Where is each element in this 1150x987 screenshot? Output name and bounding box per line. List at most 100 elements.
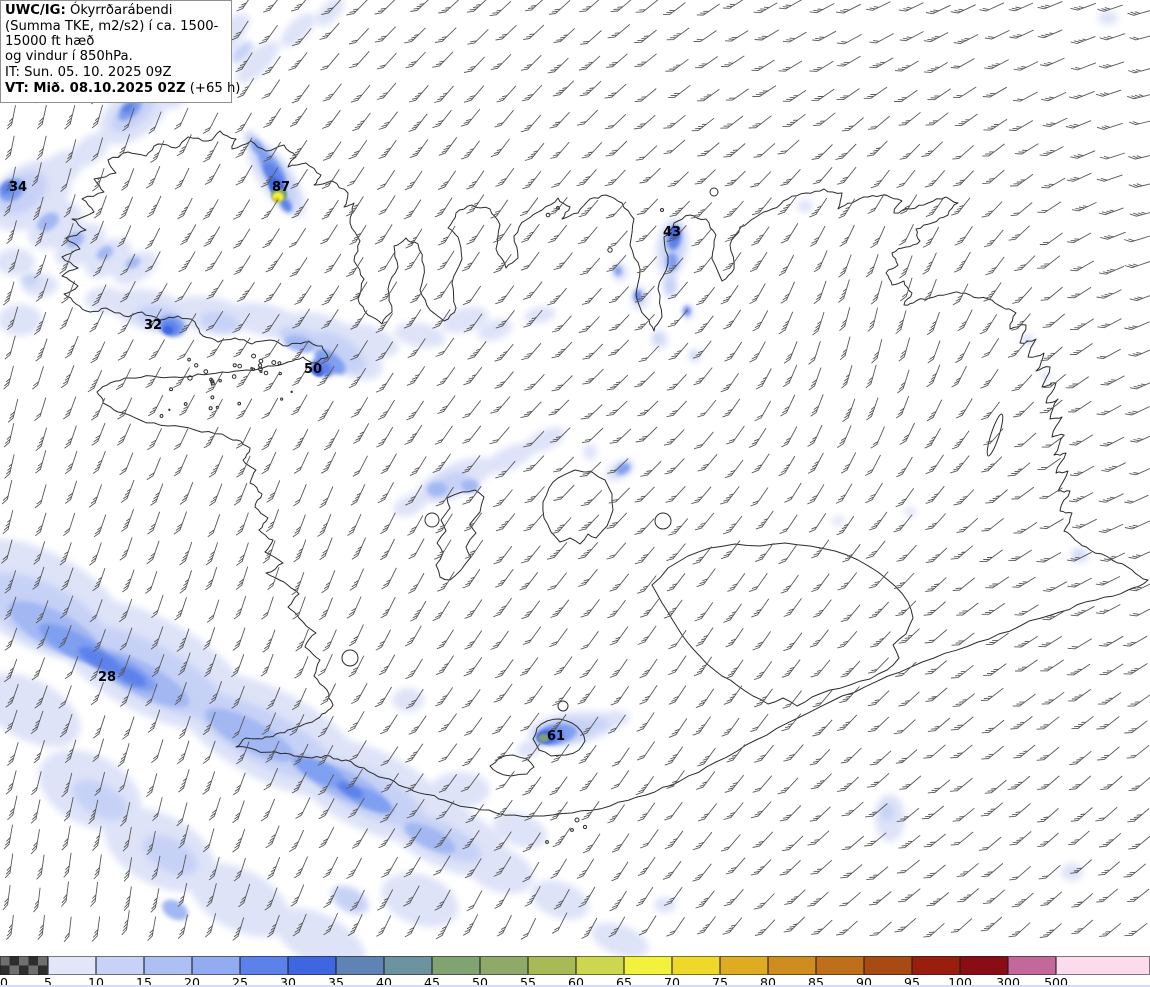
colorbar-tick-label: 0 (0, 975, 8, 987)
wind-barbs (0, 0, 1150, 943)
colorbar-tick-label: 5 (44, 975, 52, 987)
colorbar-segment (528, 956, 576, 975)
island-outline (237, 363, 243, 369)
shade-level-L2 (0, 40, 1082, 915)
bottom-rule (0, 985, 1150, 987)
glacier-outline (654, 512, 672, 530)
island-outline (187, 357, 191, 362)
island-outline (660, 208, 664, 212)
turbulence-max-label: 32 (144, 318, 162, 333)
map-canvas: 34 87 43 32 50 28 61 (0, 0, 1150, 956)
island-outline (251, 353, 257, 359)
colorbar-segment (912, 956, 960, 975)
colorbar-tick-label: 40 (376, 975, 392, 987)
colorbar-tick-label: 45 (424, 975, 440, 987)
colorbar-segment (624, 956, 672, 975)
colorbar-tick-label: 300 (996, 975, 1020, 987)
island-outline (251, 367, 256, 372)
valid-time: VT: Mið. 08.10.2025 02Z (+65 h) (5, 80, 241, 96)
island-outline (232, 363, 237, 368)
island-outline (218, 379, 222, 383)
colorbar-segment (192, 956, 240, 975)
shade-level-L6 (163, 177, 680, 743)
turbulence-max-label: 43 (663, 225, 681, 240)
product-title: UWC/IG: Ókyrrðarábendi (5, 3, 173, 18)
glacier-outline (424, 512, 440, 528)
turbulence-max-label: 28 (98, 670, 116, 685)
colorbar-scale (0, 956, 1150, 975)
colorbar-segment (384, 956, 432, 975)
parameter-description: (Summa TKE, m2/s2) í ca. 1500-15000 ft h… (5, 18, 219, 49)
island-outline (210, 379, 215, 384)
glacier-outline (557, 700, 569, 712)
forecast-info-box: UWC/IG: Ókyrrðarábendi (Summa TKE, m2/s2… (0, 0, 241, 103)
colorbar-segment (576, 956, 624, 975)
glacier-outline (651, 542, 914, 707)
island-outline (271, 360, 277, 365)
colorbar-segment (864, 956, 912, 975)
turbulence-max-label: 50 (304, 362, 322, 377)
island-outline (263, 370, 269, 376)
island-outline (582, 824, 588, 830)
glacier-outline (542, 469, 614, 545)
island-outline (208, 406, 213, 411)
island-outline (277, 361, 282, 366)
island-outline (210, 395, 215, 400)
colorbar-tick-label: 20 (184, 975, 200, 987)
colorbar-segment (240, 956, 288, 975)
colorbar-tick-label: 75 (712, 975, 728, 987)
turbulence-max-label: 34 (9, 180, 27, 195)
colorbar-segment (96, 956, 144, 975)
wind-barb-layer (0, 0, 1150, 943)
colorbar-segment (816, 956, 864, 975)
value-label-layer: 34 87 43 32 50 28 61 (9, 180, 681, 744)
colorbar-segment (1008, 956, 1056, 975)
island-outline (203, 369, 209, 374)
colorbar-segment (1056, 956, 1150, 975)
island-outline (194, 363, 199, 368)
island-outline (570, 828, 574, 832)
colorbar-tick-label: 55 (520, 975, 536, 987)
colorbar-segment (288, 956, 336, 975)
island-outline (258, 358, 264, 364)
colorbar-segment (336, 956, 384, 975)
colorbar-segment (720, 956, 768, 975)
turbulence-max-label: 87 (272, 180, 290, 195)
island-outline (607, 247, 613, 253)
island-outline (168, 408, 171, 411)
island-outline (187, 375, 193, 381)
colorbar-tick-label: 95 (904, 975, 920, 987)
turbulence-shading-layer (0, 0, 1118, 956)
colorbar-tick-label: 15 (136, 975, 152, 987)
island-outline (237, 401, 242, 406)
island-outline (280, 397, 284, 401)
colorbar-tick-label: 500 (1044, 975, 1068, 987)
iceland-coastline (61, 130, 1149, 818)
island-outline (259, 369, 263, 373)
colorbar-segment (768, 956, 816, 975)
init-time: IT: Sun. 05. 10. 2025 09Z (5, 65, 172, 81)
colorbar-tick-label: 35 (328, 975, 344, 987)
colorbar-segment (144, 956, 192, 975)
colorbar-tick-label: 25 (232, 975, 248, 987)
island-outline (183, 402, 188, 406)
glacier-outline (532, 718, 586, 757)
colorbar-tick-label: 50 (472, 975, 488, 987)
colorbar-tick-label: 30 (280, 975, 296, 987)
colorbar-tick-label: 100 (948, 975, 972, 987)
tke-colorbar: 0 5 10 15 20 25 30 35 40 45 50 55 60 65 70 75 80 85 90 95 10… (0, 956, 1150, 987)
colorbar-tick-label: 85 (808, 975, 824, 987)
island-outline (169, 387, 174, 392)
colorbar-tick-label: 60 (568, 975, 584, 987)
colorbar-segment (0, 956, 48, 975)
colorbar-segment (48, 956, 96, 975)
shade-level-GO (274, 197, 280, 203)
colorbar-segment (432, 956, 480, 975)
island-outline (545, 212, 551, 218)
colorbar-tick-label: 90 (856, 975, 872, 987)
lake-outline (986, 413, 1004, 457)
glacier-outline (435, 489, 485, 581)
island-outline (159, 414, 164, 418)
colorbar-tick-label: 65 (616, 975, 632, 987)
